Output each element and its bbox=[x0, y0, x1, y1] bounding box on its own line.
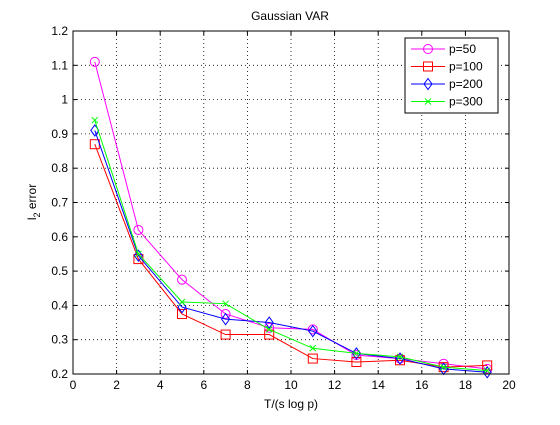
y-tick-label: 0.4 bbox=[51, 298, 68, 312]
legend-marker-p-100 bbox=[423, 61, 433, 72]
data-point-p-300 bbox=[265, 326, 273, 333]
data-point-p-300-stroke bbox=[353, 350, 360, 357]
x-tick-label: 12 bbox=[328, 378, 342, 392]
legend-entry-p-100: p=100 bbox=[411, 60, 483, 74]
data-point-p-300-stroke bbox=[483, 367, 491, 374]
data-point-p-300-stroke bbox=[135, 250, 142, 258]
y-tick-label: 1.2 bbox=[51, 24, 68, 38]
x-tick-label: 10 bbox=[284, 378, 298, 392]
y-tick-label: 0.7 bbox=[51, 196, 68, 210]
data-point-p-200 bbox=[351, 347, 362, 360]
y-tick-label: 1.1 bbox=[51, 58, 68, 72]
series-line-p-300 bbox=[94, 120, 488, 372]
y-tick-label: 1 bbox=[61, 93, 68, 107]
ticks-layer bbox=[72, 30, 510, 375]
data-point-p-300-stroke bbox=[91, 116, 99, 124]
data-point-p-100 bbox=[177, 308, 187, 319]
x-axis-label: T/(s log p) bbox=[264, 397, 318, 411]
legend-label-p-300: p=300 bbox=[449, 95, 483, 109]
data-point-p-300-stroke bbox=[309, 344, 317, 352]
legend-marker-p-50 bbox=[423, 44, 433, 54]
legend-box bbox=[404, 37, 499, 114]
data-point-p-50 bbox=[220, 308, 231, 319]
y-axis-label: l2 error bbox=[25, 184, 42, 220]
legend-entry-p-200: p=200 bbox=[411, 77, 483, 91]
data-point-p-300-stroke bbox=[222, 300, 229, 308]
legend-marker-p-200 bbox=[423, 77, 433, 91]
legend-entries: p=50 p=100 p=200 p=300 bbox=[411, 42, 483, 109]
data-point-p-200 bbox=[308, 324, 318, 338]
data-point-p-300-stroke bbox=[265, 326, 273, 333]
x-tick-label: 6 bbox=[200, 378, 207, 392]
legend-marker-p-300-stroke bbox=[424, 98, 432, 105]
legend-entry-p-50: p=50 bbox=[411, 42, 476, 56]
y-tick-label: 0.6 bbox=[51, 230, 68, 244]
data-point-p-100 bbox=[220, 329, 231, 340]
y-tick-label: 0.8 bbox=[51, 161, 68, 175]
data-point-p-100 bbox=[307, 353, 318, 364]
data-point-p-300 bbox=[396, 353, 404, 361]
series-line-p-200 bbox=[94, 130, 488, 373]
y-tick-label: 0.2 bbox=[51, 367, 68, 381]
data-point-p-200 bbox=[220, 312, 231, 326]
legend-label-p-200: p=200 bbox=[449, 77, 483, 91]
data-point-p-200 bbox=[264, 316, 274, 329]
y-tick-label: 0.3 bbox=[51, 333, 68, 347]
y-axis-label-subscript: 2 bbox=[32, 212, 42, 217]
y-axis-label-main: l bbox=[25, 218, 39, 221]
series-line-p-50 bbox=[94, 61, 488, 370]
legend-label-p-100: p=100 bbox=[449, 60, 483, 74]
y-tick-label: 0.5 bbox=[51, 264, 68, 278]
data-point-p-200 bbox=[133, 249, 144, 263]
legend-entry-p-300: p=300 bbox=[411, 95, 483, 109]
data-point-p-300-stroke bbox=[396, 353, 404, 361]
data-point-p-300 bbox=[440, 363, 447, 371]
series-p-300 bbox=[91, 116, 491, 374]
data-point-p-300 bbox=[222, 300, 229, 308]
y-tick-labels: 0.2 0.3 0.4 0.5 0.6 0.7 0.8 0.9 1 1.1 1.2 bbox=[51, 24, 68, 381]
data-point-p-300 bbox=[135, 250, 142, 258]
data-point-p-300 bbox=[309, 344, 317, 352]
chart-title: Gaussian VAR bbox=[251, 9, 329, 23]
x-tick-label: 20 bbox=[502, 378, 516, 392]
legend-label-p-50: p=50 bbox=[449, 42, 476, 56]
series-layer bbox=[89, 56, 493, 379]
x-tick-labels: 0 2 4 6 8 10 12 14 16 18 20 bbox=[70, 378, 516, 392]
data-point-p-300 bbox=[483, 367, 491, 374]
x-tick-label: 8 bbox=[244, 378, 251, 392]
data-point-p-100 bbox=[351, 356, 362, 367]
x-tick-label: 18 bbox=[459, 378, 473, 392]
x-tick-label: 2 bbox=[113, 378, 120, 392]
data-point-p-50 bbox=[133, 224, 144, 235]
grid-lines bbox=[73, 31, 509, 374]
legend: p=50 p=100 p=200 p=300 bbox=[404, 37, 499, 114]
data-point-p-50 bbox=[264, 322, 275, 333]
x-tick-label: 14 bbox=[372, 378, 386, 392]
legend-marker-p-300 bbox=[424, 98, 432, 105]
series-p-50 bbox=[89, 56, 493, 374]
x-tick-label: 16 bbox=[415, 378, 429, 392]
y-axis-label-rest: error bbox=[25, 184, 39, 213]
data-point-p-300-stroke bbox=[440, 363, 447, 371]
y-tick-label: 0.9 bbox=[51, 127, 68, 141]
data-point-p-300 bbox=[91, 116, 99, 124]
data-point-p-300 bbox=[353, 350, 360, 357]
x-tick-label: 4 bbox=[157, 378, 164, 392]
data-point-p-300-stroke bbox=[178, 298, 186, 306]
data-point-p-50 bbox=[89, 56, 100, 67]
x-tick-label: 0 bbox=[70, 378, 77, 392]
data-point-p-50 bbox=[177, 274, 187, 285]
data-point-p-300 bbox=[178, 298, 186, 306]
